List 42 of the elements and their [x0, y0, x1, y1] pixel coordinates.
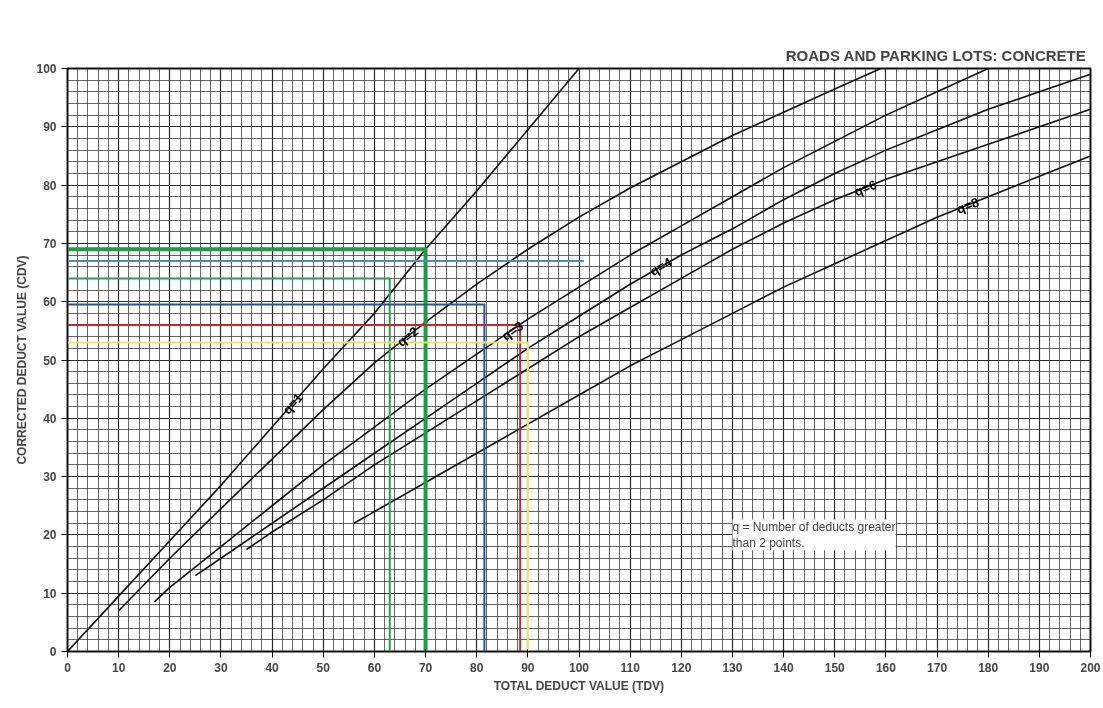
x-tick-label: 0	[64, 660, 72, 675]
x-tick-label: 20	[163, 660, 177, 675]
y-tick-label: 30	[43, 470, 57, 485]
x-tick-label: 100	[568, 660, 590, 675]
x-axis-title: TOTAL DEDUCT VALUE (TDV)	[493, 678, 665, 693]
x-tick-label: 190	[1029, 660, 1050, 675]
annotation: q=1	[279, 390, 306, 418]
x-tick-label: 140	[773, 660, 794, 675]
x-tick-label: 10	[111, 660, 126, 675]
x-tick-label: 130	[722, 660, 743, 675]
y-tick-label: 50	[43, 353, 57, 368]
annotation: q=4	[647, 254, 676, 279]
chart-title: ROADS AND PARKING LOTS: CONCRETE	[785, 46, 1086, 64]
x-tick-label: 80	[470, 660, 484, 675]
y-axis-title: CORRECTED DEDUCT VALUE (CDV)	[15, 255, 30, 465]
annotation: q=3	[498, 318, 527, 344]
y-tick-label: 10	[43, 586, 57, 601]
x-tick-label: 180	[978, 660, 999, 675]
annotation: q=8	[954, 194, 982, 217]
annotation: q=6	[852, 176, 879, 200]
annotation: q = Number of deducts greater than 2 points.	[732, 519, 896, 551]
y-tick-label: 80	[43, 178, 57, 193]
x-tick-label: 150	[824, 660, 846, 675]
y-tick-label: 20	[43, 528, 57, 543]
x-tick-label: 110	[620, 660, 641, 675]
y-tick-label: 0	[49, 645, 57, 659]
annotation: q=2	[394, 323, 422, 350]
x-tick-label: 90	[521, 660, 535, 675]
x-tick-label: 60	[367, 660, 382, 675]
x-tick-label: 160	[875, 660, 897, 675]
x-tick-label: 40	[265, 660, 280, 675]
x-tick-label: 70	[418, 660, 433, 675]
y-tick-label: 90	[43, 120, 57, 135]
x-tick-label: 170	[927, 660, 948, 675]
y-tick-label: 40	[43, 411, 57, 426]
y-tick-label: 70	[43, 236, 57, 251]
x-tick-label: 50	[316, 660, 331, 675]
x-tick-label: 120	[671, 660, 692, 675]
x-tick-label: 30	[214, 660, 228, 675]
y-tick-label: 100	[36, 62, 57, 76]
y-tick-label: 60	[43, 295, 57, 310]
x-tick-label: 200	[1080, 660, 1101, 675]
